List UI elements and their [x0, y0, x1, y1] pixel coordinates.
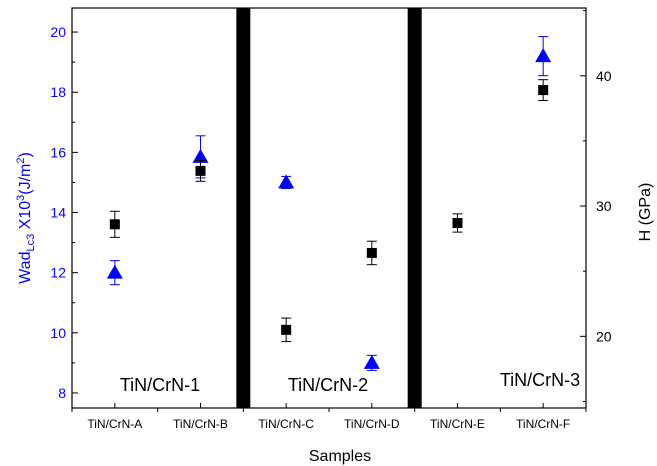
x-tick-label: TiN/CrN-E [430, 417, 485, 431]
h-point [195, 165, 206, 176]
group-separator-2 [407, 8, 422, 408]
group-separator-1 [236, 8, 251, 408]
group-separators [236, 8, 422, 408]
h-point [109, 219, 120, 230]
wad-point [278, 174, 295, 189]
left-axis-title-subscript: Lc3 [25, 234, 37, 252]
left-axis-title-unit-close: ) [17, 152, 34, 157]
left-axis-title-unit-exponent: 2 [15, 157, 27, 163]
group-label-1: TiN/CrN-1 [120, 375, 200, 395]
right-tick-label: 20 [596, 328, 612, 344]
left-tick-label: 20 [50, 24, 66, 40]
left-tick-label: 10 [50, 325, 66, 341]
x-tick-label: TiN/CrN-C [258, 417, 314, 431]
left-axis-title-unit: (J/m [17, 164, 34, 195]
left-tick-label: 16 [50, 144, 66, 160]
left-tick-label: 18 [50, 84, 66, 100]
right-tick-label: 30 [596, 198, 612, 214]
group-label-3: TiN/CrN-3 [500, 370, 580, 390]
wad-point [192, 148, 209, 163]
x-tick-label: TiN/CrN-A [87, 417, 142, 431]
wad-point [106, 264, 123, 279]
labels: Samples H (GPa) WadLc3 X103(J/m2) TiN/Cr… [15, 152, 654, 465]
right-tick-label: 40 [596, 68, 612, 84]
right-axis-title: H (GPa) [637, 183, 654, 242]
left-axis-title-multiplier: X10 [17, 201, 34, 234]
left-tick-label: 8 [58, 385, 66, 401]
left-tick-label: 14 [50, 205, 66, 221]
wad-point [535, 48, 552, 63]
left-axis-title-exponent: 3 [15, 195, 27, 201]
series-layer [106, 36, 552, 371]
left-axis-title: WadLc3 X103(J/m2) [15, 152, 37, 284]
x-axis-title: Samples [309, 448, 371, 465]
axes: TiN/CrN-A TiN/CrN-B TiN/CrN-C TiN/CrN-D TiN/… [50, 10, 612, 431]
x-tick-label: TiN/CrN-D [344, 417, 400, 431]
x-tick-label: TiN/CrN-B [173, 417, 228, 431]
left-tick-label: 12 [50, 265, 66, 281]
h-point [538, 85, 549, 96]
left-axis-title-main: Wad [17, 252, 34, 284]
h-point [366, 247, 377, 258]
h-point [281, 324, 292, 335]
group-label-2: TiN/CrN-2 [288, 375, 368, 395]
x-tick-label: TiN/CrN-F [516, 417, 570, 431]
h-point [452, 217, 463, 228]
wad-point [363, 354, 380, 369]
